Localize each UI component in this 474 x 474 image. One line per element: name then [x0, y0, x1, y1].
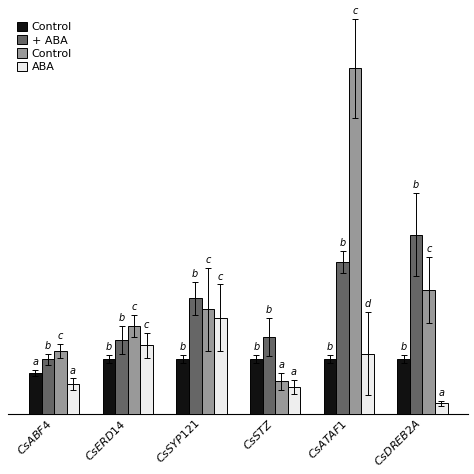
Bar [422, 290, 435, 414]
Text: a: a [438, 388, 444, 398]
Text: b: b [253, 342, 259, 352]
Bar [435, 403, 447, 414]
Bar [140, 345, 153, 414]
Text: a: a [278, 360, 284, 370]
Bar [67, 384, 79, 414]
Bar [410, 235, 422, 414]
Text: d: d [365, 299, 371, 309]
Text: b: b [192, 269, 199, 279]
Bar [337, 262, 349, 414]
Bar [250, 359, 263, 414]
Text: b: b [266, 305, 272, 315]
Text: b: b [413, 180, 419, 190]
Bar [176, 359, 189, 414]
Bar [397, 359, 410, 414]
Bar [189, 298, 201, 414]
Text: c: c [218, 272, 223, 282]
Text: b: b [106, 342, 112, 352]
Text: c: c [131, 302, 137, 312]
Bar [54, 351, 67, 414]
Text: c: c [205, 255, 210, 265]
Bar [324, 359, 337, 414]
Text: b: b [401, 342, 407, 352]
Text: c: c [426, 244, 431, 254]
Legend: Control, + ABA, Control, ABA: Control, + ABA, Control, ABA [14, 18, 75, 75]
Bar [42, 359, 54, 414]
Text: b: b [327, 342, 333, 352]
Bar [349, 68, 361, 414]
Bar [201, 309, 214, 414]
Text: a: a [291, 367, 297, 377]
Bar [103, 359, 115, 414]
Bar [263, 337, 275, 414]
Text: c: c [352, 6, 358, 16]
Text: b: b [45, 341, 51, 351]
Text: a: a [70, 365, 76, 376]
Bar [288, 387, 300, 414]
Text: b: b [118, 313, 125, 323]
Text: b: b [180, 342, 186, 352]
Text: a: a [32, 357, 38, 367]
Bar [115, 340, 128, 414]
Text: b: b [339, 238, 346, 248]
Text: c: c [58, 331, 63, 341]
Text: c: c [144, 320, 149, 330]
Bar [275, 381, 288, 414]
Bar [214, 318, 227, 414]
Bar [128, 326, 140, 414]
Bar [29, 373, 42, 414]
Bar [361, 354, 374, 414]
